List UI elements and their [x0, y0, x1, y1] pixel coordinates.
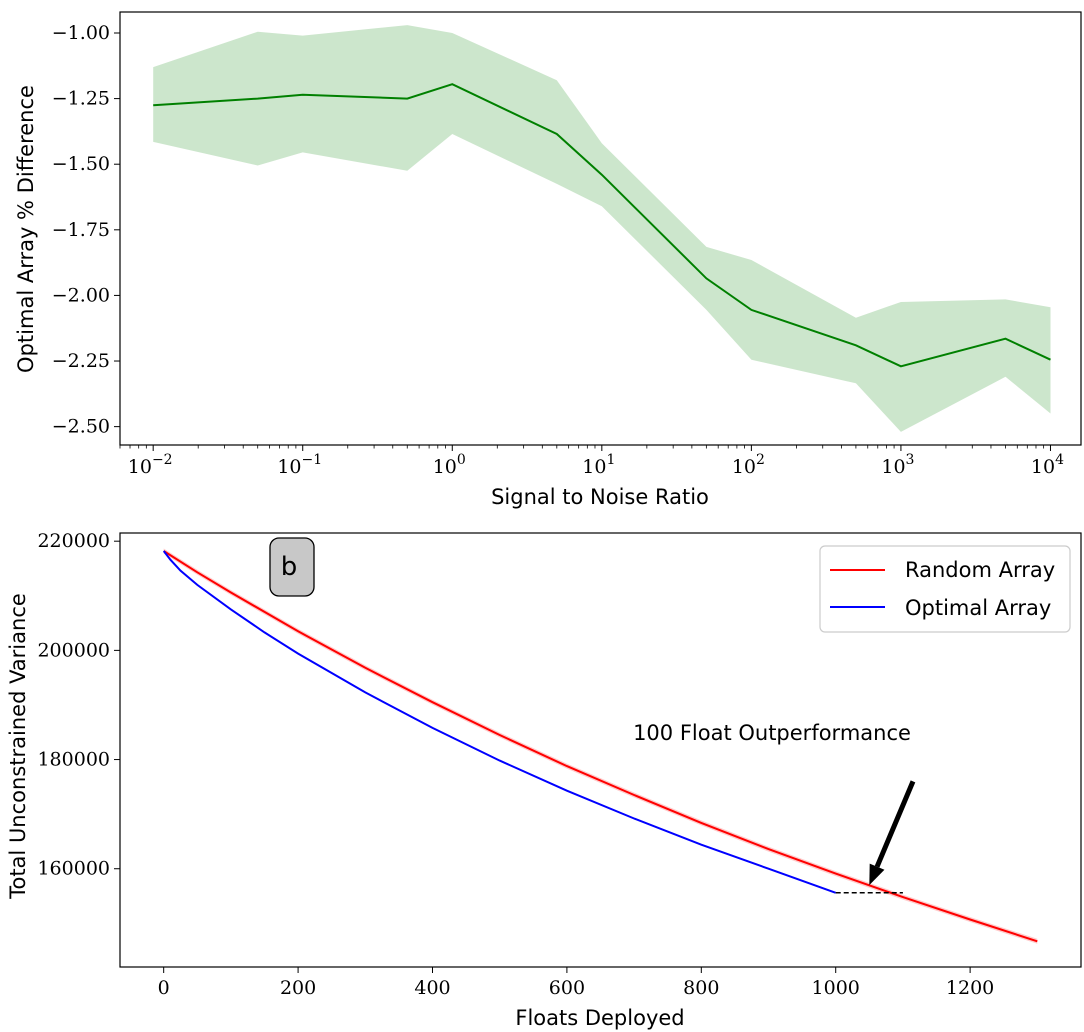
annotation-arrow-shaft: [874, 780, 916, 868]
panel-b-y-tick-label: 160000: [37, 858, 110, 880]
panel-b-y-tick-label: 180000: [37, 749, 110, 771]
panel-a-y-tick-label: −2.25: [52, 350, 110, 372]
annotation-arrow-head: [869, 863, 885, 886]
panel-a-y-axis: −1.00 −1.25 −1.50 −1.75 −2.00 −2.25 −2.50: [52, 22, 120, 438]
annotation-text: 100 Float Outperformance: [633, 721, 911, 745]
legend-label-random-array: Random Array: [905, 558, 1055, 582]
panel-b-x-tick-label: 1200: [946, 977, 994, 999]
panel-a-confidence-band: [153, 25, 1051, 432]
panel-b: 0 200 400 600 800 1000 1200 160000 180000 200000…: [6, 530, 1082, 1030]
panel-a-x-axis: 10−2 10−1 100 101 102 103 104: [119, 445, 1064, 478]
random-array-line: [163, 550, 1038, 943]
panel-a-x-axis-label: Signal to Noise Ratio: [491, 485, 709, 509]
panel-a-y-tick-label: −2.50: [52, 416, 110, 438]
panel-a-frame: [119, 11, 1082, 446]
panel-b-plot-area: [162, 548, 1038, 944]
panel-a-y-tick-label: −2.00: [52, 284, 110, 306]
panel-a-x-tick-label: 103: [881, 452, 914, 478]
panel-a-y-axis-label: Optimal Array % Difference: [14, 85, 38, 373]
legend-box: [819, 545, 1071, 633]
panel-a-x-tick-label: 102: [732, 452, 765, 478]
panel-a: 10−2 10−1 100 101 102 103 104 −1.00−1.25−1.50−…: [14, 11, 1082, 509]
panel-a-y-tick-label: −1.00: [52, 22, 110, 44]
panel-a-y-tick-label: −1.50: [52, 153, 110, 175]
panel-badge-label: b: [281, 552, 298, 582]
panel-a-y-tick-label: −1.25: [52, 88, 110, 110]
panel-a-mean-line: [153, 83, 1051, 368]
panel-a-x-tick-label: 101: [582, 452, 615, 478]
panel-b-y-tick-label: 220000: [37, 530, 110, 552]
legend: Random Array Optimal Array: [819, 545, 1071, 633]
panel-a-y-tick-label: −1.75: [52, 219, 110, 241]
panel-b-x-tick-label: 1000: [812, 977, 860, 999]
panel-b-x-tick-label: 600: [549, 977, 585, 999]
panel-a-plot-area: [153, 25, 1051, 432]
panel-b-x-tick-label: 200: [280, 977, 316, 999]
panel-a-x-tick-label: 10−1: [277, 452, 322, 478]
panel-b-x-tick-label: 400: [414, 977, 450, 999]
panel-a-x-tick-label: 10−2: [128, 452, 173, 478]
panel-b-y-tick-label: 200000: [37, 639, 110, 661]
optimal-array-line: [162, 550, 837, 894]
panel-b-y-axis: 160000 180000 200000 220000: [37, 530, 120, 880]
panel-b-y-axis-label: Total Unconstrained Variance: [6, 593, 30, 900]
panel-b-x-axis-label: Floats Deployed: [515, 1006, 684, 1030]
panel-b-x-axis: 0 200 400 600 800 1000 1200: [158, 967, 994, 999]
legend-label-optimal-array: Optimal Array: [905, 596, 1051, 620]
panel-badge: b: [269, 537, 315, 597]
panel-b-x-tick-label: 0: [158, 977, 170, 999]
panel-a-x-tick-label: 100: [433, 452, 466, 478]
panel-a-x-tick-label: 104: [1031, 452, 1064, 478]
panel-b-x-tick-label: 800: [683, 977, 719, 999]
panel-b-frame: [119, 532, 1082, 968]
